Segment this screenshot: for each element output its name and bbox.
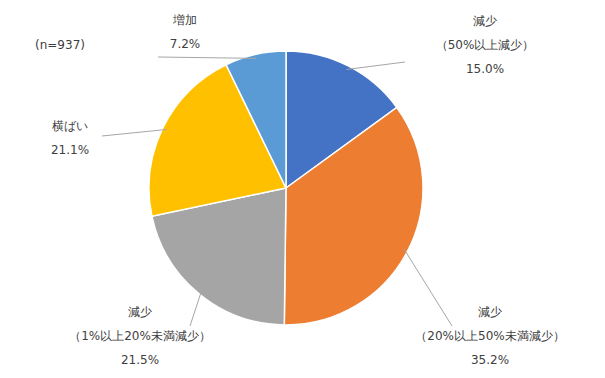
- value-label: 35.2%: [471, 353, 509, 367]
- slices: [149, 51, 423, 325]
- value-label: 15.0%: [466, 62, 504, 76]
- data-labels: 減少（50%以上減少） 15.0% 減少（20%以上50%未満減少） 35.2% 減少（…: [51, 13, 565, 367]
- category-label: 横ばい: [52, 119, 88, 133]
- value-label: 21.1%: [51, 143, 89, 157]
- value-label: 21.5%: [121, 353, 159, 367]
- leader-line: [102, 129, 167, 136]
- chart-svg: (n=937) 減少（50%以上減少） 15.0% 減少（20%以上50%未満減少） 3…: [0, 0, 605, 378]
- pie-slice: [226, 51, 286, 188]
- category-label: 減少（50%以上減少）: [436, 14, 535, 52]
- leader-line: [158, 57, 256, 58]
- annotation: (n=937): [35, 38, 85, 52]
- pie-slice: [284, 107, 423, 325]
- leader-line: [346, 62, 405, 69]
- leader-line: [190, 291, 202, 326]
- value-label: 7.2%: [170, 37, 201, 51]
- leader-line: [404, 249, 452, 326]
- category-label: 増加: [172, 13, 197, 27]
- chart-container: (n=937) 減少（50%以上減少） 15.0% 減少（20%以上50%未満減少） 3…: [0, 0, 605, 378]
- category-label: 減少（20%以上50%未満減少）: [415, 305, 564, 343]
- category-label: 減少（1%以上20%未満減少）: [69, 305, 211, 343]
